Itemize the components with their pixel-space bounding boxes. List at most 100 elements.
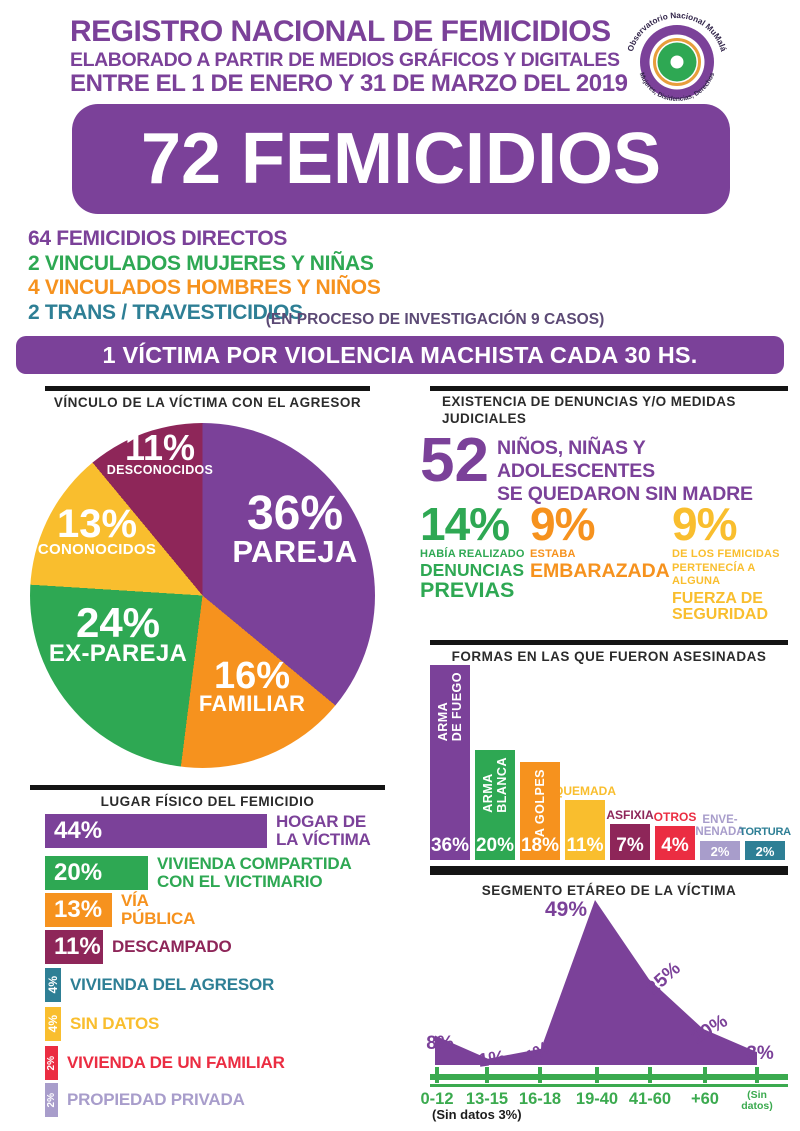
formas-section-rule bbox=[430, 640, 788, 645]
segmento-tick-60plus: +60 bbox=[691, 1090, 719, 1108]
lugar-row-hogar: 44% HOGAR DE LA VÍCTIMA bbox=[45, 813, 371, 849]
formas-bar-name: A GOLPES bbox=[533, 769, 547, 838]
lugar-bar-label: VIVIENDA DEL AGRESOR bbox=[70, 975, 275, 994]
formas-col-envenenada: ENVE- NENADA 2% bbox=[695, 814, 745, 860]
segmento-tick-41-60: 41-60 bbox=[628, 1090, 672, 1108]
stat-fuerza-seguridad: 9% DE LOS FEMICIDAS PERTENECÍA A ALGUNA … bbox=[672, 498, 780, 624]
segmento-tick-16-18: 16-18 bbox=[518, 1090, 562, 1108]
pie-slice-pareja: 36% PAREJA bbox=[232, 487, 358, 569]
orphans-text: NIÑOS, NIÑAS Y ADOLESCENTES SE QUEDARON … bbox=[496, 437, 753, 505]
lugar-row-descampado: 11% DESCAMPADO bbox=[45, 930, 232, 964]
lugar-row-vivienda-agresor: 4% VIVIENDA DEL AGRESOR bbox=[45, 968, 274, 1002]
pie-slice-desconocidos: 11% DESCONOCIDOS bbox=[106, 427, 214, 478]
lugar-bar: 20% bbox=[45, 856, 148, 890]
frequency-banner: 1 VÍCTIMA POR VIOLENCIA MACHISTA CADA 30… bbox=[16, 336, 784, 374]
header: REGISTRO NACIONAL DE FEMICIDIOS ELABORAD… bbox=[70, 16, 628, 97]
lugar-bar: 13% bbox=[45, 893, 112, 927]
segmento-tick-13-15: 13-15 bbox=[465, 1090, 509, 1108]
formas-col-asfixia: ASFIXIA 7% bbox=[606, 809, 654, 860]
formas-bar-label: ENVE- NENADA bbox=[695, 814, 745, 838]
orphans-stat: 52 NIÑOS, NIÑAS Y ADOLESCENTES SE QUEDAR… bbox=[420, 426, 800, 506]
formas-bar-label: ASFIXIA bbox=[606, 808, 654, 822]
lugar-bar-label: PROPIEDAD PRIVADA bbox=[67, 1090, 245, 1109]
axis-tick bbox=[485, 1067, 489, 1083]
segmento-value-0-12: 8% bbox=[426, 1033, 454, 1054]
lugar-row-vivienda-compartida: 20% VIVIENDA COMPARTIDA CON EL VICTIMARI… bbox=[45, 855, 352, 891]
segmento-axis-line bbox=[430, 1074, 788, 1080]
formas-bar: 11% bbox=[565, 800, 605, 860]
formas-section-title: FORMAS EN LAS QUE FUERON ASESINADAS bbox=[451, 649, 767, 664]
breakdown-linked-women: 2 VINCULADOS MUJERES Y NIÑAS bbox=[28, 251, 374, 275]
orphans-number: 52 bbox=[420, 426, 489, 495]
formas-col-otros: OTROS 4% bbox=[654, 811, 696, 860]
axis-tick bbox=[538, 1067, 542, 1083]
segmento-tick-19-40: 19-40 bbox=[575, 1090, 619, 1108]
right-column: EXISTENCIA DE DENUNCIAS Y/O MEDIDAS JUDI… bbox=[420, 383, 800, 1131]
axis-tick bbox=[648, 1067, 652, 1083]
stat-denuncias-previas: 14% HABÍA REALIZADO DENUNCIAS PREVIAS bbox=[420, 498, 525, 602]
lugar-bar-label: DESCAMPADO bbox=[112, 937, 232, 956]
formas-bar-label: TORTURA bbox=[739, 826, 791, 838]
vinculo-section-title: VÍNCULO DE LA VÍCTIMA CON EL AGRESOR bbox=[53, 395, 362, 410]
lugar-bar: 2% bbox=[45, 1083, 58, 1117]
lugar-section-rule bbox=[30, 785, 385, 790]
breakdown-linked-men: 4 VINCULADOS HOMBRES Y NIÑOS bbox=[28, 276, 381, 299]
formas-bar: 2% bbox=[700, 841, 740, 860]
mumala-logo-icon: Observatorio Nacional MuMalá Mujeres, Di… bbox=[618, 2, 736, 125]
lugar-row-vivienda-familiar: 2% VIVIENDA DE UN FAMILIAR bbox=[45, 1046, 285, 1080]
formas-bar-chart: ARMA DE FUEGO 36% ARMA BLANCA 20% bbox=[430, 653, 791, 860]
lugar-bar-label: SIN DATOS bbox=[70, 1014, 160, 1033]
axis-tick bbox=[755, 1067, 759, 1083]
lugar-row-propiedad-privada: 2% PROPIEDAD PRIVADA bbox=[45, 1083, 245, 1117]
denuncias-section-rule bbox=[430, 386, 788, 391]
axis-tick bbox=[595, 1067, 599, 1083]
segmento-value-sin-datos: 3% bbox=[746, 1043, 774, 1064]
segmento-value-13-15: 1% bbox=[476, 1047, 507, 1072]
pie-slice-ex-pareja: 24% EX-PAREJA bbox=[48, 599, 188, 667]
lugar-bar: 4% bbox=[45, 968, 61, 1002]
total-femicides-label: 72 FEMICIDIOS bbox=[140, 119, 662, 199]
formas-bar-name: ARMA DE FUEGO bbox=[436, 672, 464, 742]
lugar-bar: 2% bbox=[45, 1046, 58, 1080]
formas-bar-name: ARMA BLANCA bbox=[481, 757, 509, 813]
formas-col-arma-fuego: ARMA DE FUEGO 36% bbox=[430, 665, 470, 860]
header-subtitle: ELABORADO A PARTIR DE MEDIOS GRÁFICOS Y … bbox=[70, 49, 620, 72]
total-femicides-banner: 72 FEMICIDIOS bbox=[72, 104, 730, 214]
lugar-bar: 4% bbox=[45, 1007, 61, 1041]
formas-bar: 2% bbox=[745, 841, 785, 860]
formas-col-a-golpes: A GOLPES 18% bbox=[520, 762, 560, 860]
lugar-bar-label: VÍA PÚBLICA bbox=[121, 891, 196, 928]
segmento-tick-0-12: 0-12 bbox=[420, 1090, 454, 1108]
lugar-bar: 44% bbox=[45, 814, 267, 848]
segmento-sin-datos-note: (Sin datos 3%) bbox=[432, 1107, 522, 1122]
formas-col-arma-blanca: ARMA BLANCA 20% bbox=[475, 750, 515, 860]
axis-tick bbox=[703, 1067, 707, 1083]
breakdown-list: 64 FEMICIDIOS DIRECTOS 2 VINCULADOS MUJE… bbox=[28, 227, 381, 325]
investigation-note: (EN PROCESO DE INVESTIGACIÓN 9 CASOS) bbox=[265, 311, 605, 328]
vinculo-section-rule bbox=[45, 386, 370, 391]
pie-graphic bbox=[30, 423, 375, 768]
segmento-value-19-40: 49% bbox=[544, 898, 588, 921]
segmento-section-title: SEGMENTO ETÁREO DE LA VÍCTIMA bbox=[481, 883, 737, 898]
vinculo-pie-chart: 36% PAREJA 16% FAMILIAR 24% EX-PAREJA 13… bbox=[30, 423, 375, 768]
denuncias-section-title: EXISTENCIA DE DENUNCIAS Y/O MEDIDAS JUDI… bbox=[442, 394, 736, 426]
formas-col-quemada: QUEMADA 11% bbox=[554, 785, 616, 860]
breakdown-direct: 64 FEMICIDIOS DIRECTOS bbox=[28, 227, 288, 250]
formas-bar: 4% bbox=[655, 826, 695, 860]
formas-axis-bar bbox=[430, 866, 788, 875]
formas-col-tortura: TORTURA 2% bbox=[739, 826, 791, 860]
lugar-bar-label: VIVIENDA COMPARTIDA CON EL VICTIMARIO bbox=[157, 854, 352, 891]
header-title: REGISTRO NACIONAL DE FEMICIDIOS bbox=[70, 15, 611, 48]
lugar-row-via-publica: 13% VÍA PÚBLICA bbox=[45, 892, 195, 928]
stat-embarazada: 9% ESTABA EMBARAZADA bbox=[530, 498, 670, 582]
left-column: VÍNCULO DE LA VÍCTIMA CON EL AGRESOR 36%… bbox=[15, 383, 415, 1131]
pie-slice-cononocidos: 13% CONONOCIDOS bbox=[37, 502, 157, 558]
formas-bar: 7% bbox=[610, 824, 650, 860]
lugar-bar-label: VIVIENDA DE UN FAMILIAR bbox=[67, 1053, 285, 1072]
formas-bar: ARMA DE FUEGO 36% bbox=[430, 665, 470, 860]
header-period: ENTRE EL 1 DE ENERO Y 31 DE MARZO DEL 20… bbox=[70, 70, 628, 98]
lugar-bar-label: HOGAR DE LA VÍCTIMA bbox=[276, 812, 371, 849]
lugar-bar: 11% bbox=[45, 930, 103, 964]
lugar-section-title: LUGAR FÍSICO DEL FEMICIDIO bbox=[100, 794, 315, 809]
